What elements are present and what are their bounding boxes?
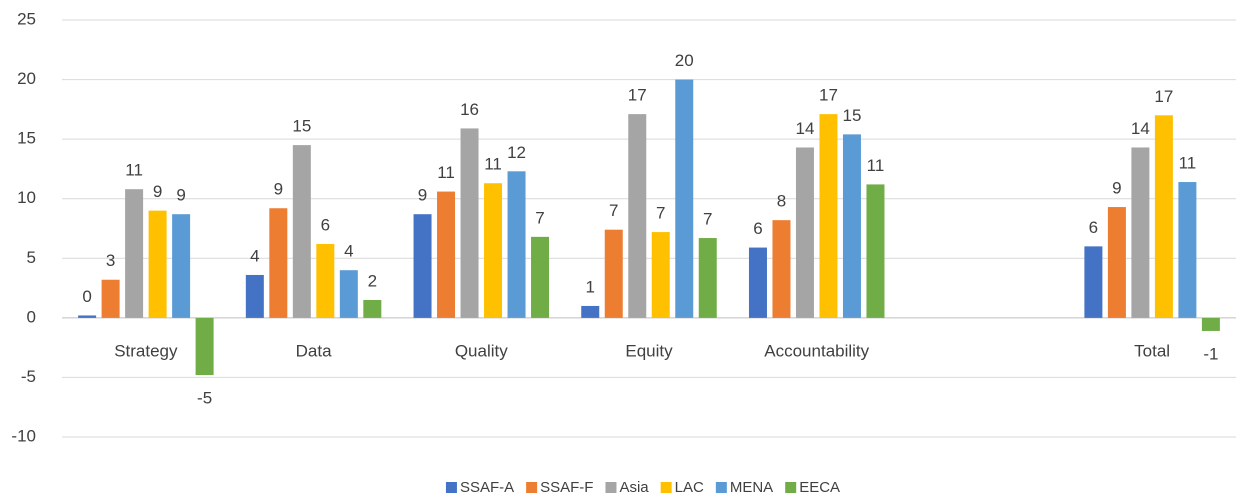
data-label: 17 [819, 86, 838, 105]
legend-label: Asia [619, 479, 649, 496]
bar [507, 171, 526, 318]
bar [1178, 182, 1197, 318]
data-label: 14 [1131, 119, 1150, 138]
y-tick-label: -5 [21, 367, 36, 386]
legend-swatch [660, 482, 672, 493]
bar [339, 270, 358, 318]
bar [531, 236, 550, 318]
data-label: 7 [535, 208, 544, 227]
data-label: 9 [418, 186, 427, 205]
bar [1131, 147, 1150, 318]
legend-swatch [605, 482, 617, 493]
data-label: 6 [321, 215, 330, 234]
data-label: 9 [176, 186, 185, 205]
y-tick-label: 25 [17, 9, 36, 28]
data-label: 16 [460, 100, 479, 119]
bar [651, 232, 670, 318]
bar [772, 220, 791, 318]
x-tick-label: Strategy [114, 341, 178, 360]
data-label: 0 [82, 287, 91, 306]
legend-label: LAC [675, 479, 704, 496]
data-label: 9 [1112, 179, 1121, 198]
data-label: 14 [796, 119, 815, 138]
legend-swatch [785, 482, 797, 493]
bar [292, 145, 311, 318]
data-label: 7 [656, 204, 665, 223]
data-label: 6 [1089, 218, 1098, 237]
y-tick-label: 15 [17, 129, 36, 148]
legend-label: SSAF-A [460, 479, 514, 496]
bar [269, 208, 288, 318]
data-label: 3 [106, 251, 115, 270]
data-label: -5 [197, 389, 212, 408]
bar [245, 274, 264, 318]
bar [1154, 115, 1173, 318]
bar [1201, 317, 1220, 331]
bar [1107, 207, 1126, 318]
x-tick-label: Accountability [764, 341, 869, 360]
bar [819, 114, 838, 318]
bar [1084, 246, 1103, 318]
x-tick-label: Total [1134, 341, 1170, 360]
x-tick-label: Data [296, 341, 332, 360]
bar [698, 238, 717, 318]
bar [437, 191, 456, 318]
data-label: 17 [1154, 87, 1173, 106]
data-label: 9 [153, 182, 162, 201]
bar [125, 189, 144, 318]
x-tick-label: Quality [455, 341, 508, 360]
bar [460, 128, 479, 318]
data-label: 7 [609, 201, 618, 220]
bar [628, 114, 647, 318]
data-label: 7 [703, 210, 712, 229]
legend-label: MENA [730, 479, 773, 496]
bar [866, 184, 885, 318]
data-label: 2 [368, 271, 377, 290]
y-tick-label: 10 [17, 188, 36, 207]
data-label: 11 [437, 163, 455, 182]
data-label: 11 [1179, 154, 1197, 173]
data-label: 20 [675, 51, 694, 70]
data-label: 11 [867, 156, 885, 175]
x-tick-label: Equity [625, 341, 673, 360]
bar [363, 299, 382, 318]
data-label: 6 [753, 219, 762, 238]
bar [842, 134, 861, 318]
bar [484, 183, 503, 318]
legend-label: EECA [799, 479, 840, 496]
bar [195, 317, 214, 376]
legend-label: SSAF-F [540, 479, 593, 496]
data-label: 15 [292, 117, 311, 136]
data-label: 11 [484, 155, 502, 174]
data-label: -1 [1203, 344, 1218, 363]
data-label: 12 [507, 143, 526, 162]
data-label: 9 [274, 180, 283, 199]
bar [78, 315, 97, 318]
legend-swatch [715, 482, 727, 493]
y-tick-label: 0 [27, 307, 36, 326]
legend-swatch [526, 482, 538, 493]
data-label: 15 [843, 106, 862, 125]
data-label: 8 [777, 192, 786, 211]
y-tick-label: -10 [11, 426, 36, 445]
bar [316, 243, 335, 318]
bar [581, 305, 600, 318]
y-tick-label: 20 [17, 69, 36, 88]
data-label: 17 [628, 86, 647, 105]
bar [172, 214, 191, 318]
bar [148, 210, 167, 318]
bar [795, 147, 814, 318]
data-label: 4 [344, 242, 353, 261]
legend-swatch [445, 482, 457, 493]
data-label: 11 [125, 161, 143, 180]
y-tick-label: 5 [27, 248, 36, 267]
bar [604, 229, 623, 318]
bar [675, 79, 694, 318]
bar [748, 247, 767, 318]
bar [413, 214, 432, 318]
data-label: 1 [586, 277, 595, 296]
bar [101, 279, 120, 318]
data-label: 4 [250, 246, 259, 265]
